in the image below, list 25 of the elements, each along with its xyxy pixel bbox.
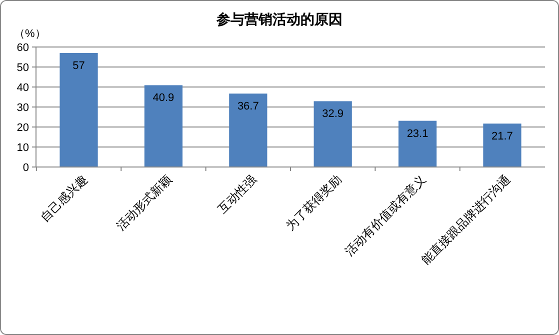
y-tick-label: 60 (16, 42, 29, 54)
bar (144, 85, 183, 167)
data-label: 40.9 (152, 92, 174, 104)
data-label: 21.7 (492, 130, 513, 143)
y-tick-label: 0 (22, 162, 29, 174)
bar (60, 53, 98, 167)
y-tick-label: 20 (16, 122, 29, 134)
y-tick-label: 40 (16, 82, 29, 94)
bar (314, 101, 352, 167)
y-tick-label: 30 (16, 102, 29, 114)
data-label: 57 (72, 60, 85, 72)
y-tick-label: 10 (16, 142, 29, 154)
x-tick-label: 自己感兴趣 (38, 172, 90, 225)
data-label: 36.7 (237, 100, 259, 113)
x-tick-label: 互动性强 (215, 172, 260, 216)
data-label: 32.9 (322, 108, 344, 120)
data-label: 23.1 (406, 128, 428, 140)
bar (398, 120, 437, 167)
x-tick-label: 为了获得奖励 (283, 172, 344, 234)
x-tick-label: 活动形式新颖 (114, 172, 175, 234)
y-tick-label: 50 (16, 62, 29, 74)
bar (229, 94, 268, 167)
chart-title: 参与营销活动的原因 (216, 11, 342, 27)
y-axis-title: （%） (14, 28, 46, 40)
bar (483, 124, 522, 167)
